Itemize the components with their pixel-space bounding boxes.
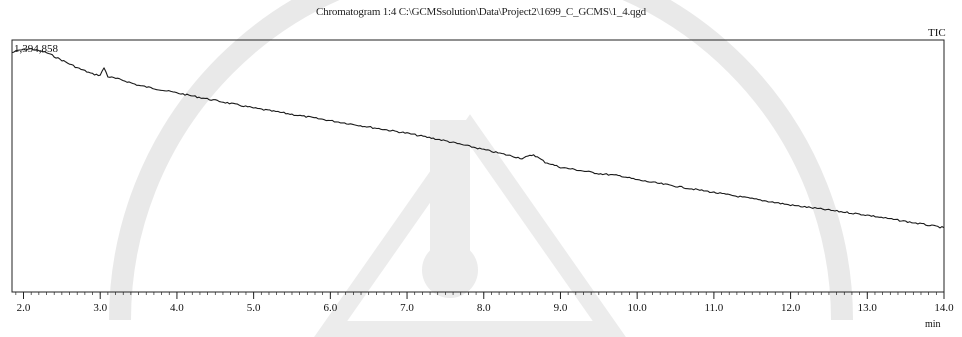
x-tick-label: 7.0 [400,302,414,314]
x-tick-label: 12.0 [781,302,801,314]
x-tick-label: 5.0 [247,302,261,314]
x-axis-unit-label: min [925,319,941,330]
x-tick-label: 10.0 [628,302,648,314]
signal-label: TIC [928,27,946,39]
x-tick-label: 9.0 [554,302,568,314]
x-tick-label: 2.0 [17,302,31,314]
tic-trace-line [11,47,945,229]
x-tick-label: 8.0 [477,302,491,314]
x-tick-label: 14.0 [934,302,954,314]
x-tick-label: 6.0 [323,302,337,314]
x-tick-label: 3.0 [93,302,107,314]
chart-title: Chromatogram 1:4 C:\GCMSsolution\Data\Pr… [316,6,646,18]
x-tick-label: 13.0 [858,302,878,314]
x-tick-label: 4.0 [170,302,184,314]
plot-frame [11,39,945,293]
max-intensity-label: 1,394,858 [14,43,59,55]
x-tick-label: 11.0 [704,302,723,314]
